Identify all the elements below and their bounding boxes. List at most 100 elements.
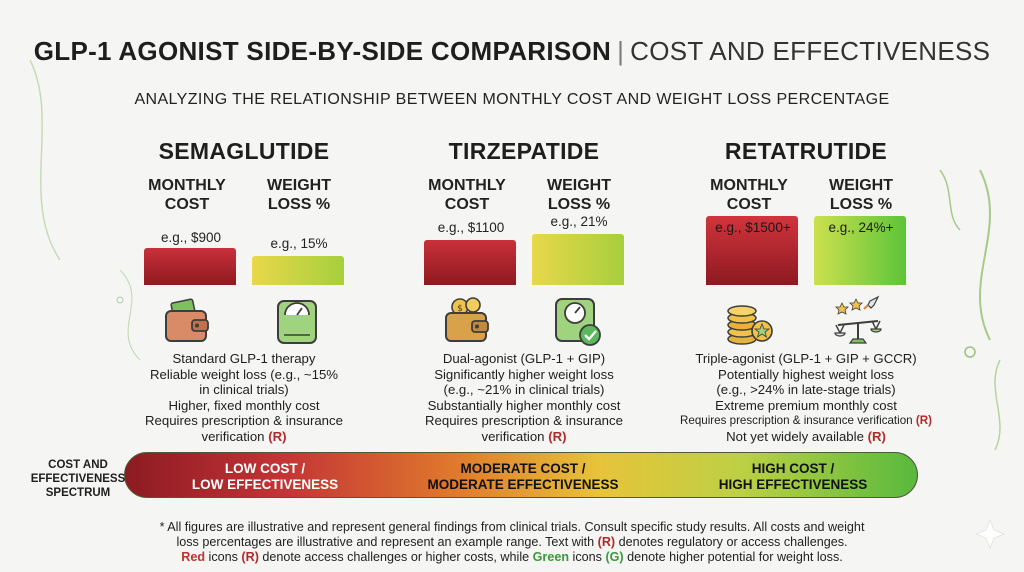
regulatory-flag: (R) bbox=[915, 414, 932, 427]
wallet-coins-icon: $ bbox=[445, 297, 489, 342]
cost-value-label: e.g., $900 bbox=[160, 230, 222, 245]
desc-line: Extreme premium monthly cost bbox=[715, 397, 897, 413]
scale-check-icon bbox=[555, 298, 601, 346]
weight-loss-header: WEIGHT LOSS % bbox=[524, 176, 634, 214]
desc-line: Standard GLP-1 therapy bbox=[172, 351, 316, 366]
spectrum-label: COST AND EFFECTIVENESS SPECTRUM bbox=[28, 458, 128, 500]
weight-loss-header: WEIGHT LOSS % bbox=[806, 176, 916, 214]
footnote-text: icons bbox=[569, 550, 606, 564]
wl-header-line: LOSS % bbox=[829, 196, 893, 213]
desc-text: Not yet widely available bbox=[726, 428, 864, 444]
drug-description: Triple-agonist (GLP-1 + GIP + GCCR) Pote… bbox=[646, 351, 966, 444]
desc-line: Triple-agonist (GLP-1 + GIP + GCCR) bbox=[695, 351, 917, 366]
weight-loss-bar bbox=[814, 216, 906, 285]
desc-line: (e.g., >24% in late-stage trials) bbox=[716, 382, 896, 397]
desc-text: Requires prescription & insurance verifi… bbox=[680, 414, 913, 427]
svg-text:$: $ bbox=[457, 304, 463, 314]
regulatory-flag: (R) bbox=[867, 428, 886, 444]
desc-line: in clinical trials) bbox=[199, 382, 289, 397]
drug-name: TIRZEPATIDE bbox=[448, 138, 600, 164]
footnote-red-word: Red bbox=[181, 550, 206, 564]
desc-line: Potentially highest weight loss bbox=[718, 366, 894, 382]
desc-line: (e.g., ~21% in clinical trials) bbox=[443, 382, 605, 397]
desc-line: Substantially higher monthly cost bbox=[427, 397, 621, 413]
weight-loss-bar bbox=[252, 256, 344, 285]
desc-line: Reliable weight loss (e.g., ~15% bbox=[149, 366, 339, 382]
scale-icon bbox=[277, 300, 317, 344]
footnote-line: * All figures are illustrative and repre… bbox=[159, 520, 865, 534]
cost-bar bbox=[706, 216, 798, 285]
coin-stack-icon bbox=[727, 305, 773, 345]
wl-header-line: LOSS % bbox=[547, 196, 611, 213]
spectrum-label-line: COST AND bbox=[48, 459, 108, 471]
spectrum-item-line: LOW COST / bbox=[224, 461, 306, 476]
footnote-line: loss percentages are illustrative and re… bbox=[100, 535, 924, 550]
desc-line: Requires prescription & insurance bbox=[425, 413, 623, 428]
desc-line: Dual-agonist (GLP-1 + GIP) bbox=[442, 351, 606, 366]
cost-header-line: COST bbox=[444, 196, 490, 213]
desc-line: Requires prescription & insurance bbox=[145, 413, 343, 428]
title-sub: COST AND EFFECTIVENESS bbox=[630, 36, 991, 66]
regulatory-flag: (R) bbox=[268, 428, 287, 444]
cost-header: MONTHLY COST bbox=[412, 176, 522, 214]
wl-header-line: WEIGHT bbox=[829, 177, 893, 194]
cost-header-line: MONTHLY bbox=[710, 177, 788, 194]
cost-header-line: MONTHLY bbox=[428, 177, 506, 194]
regulatory-flag: (R) bbox=[548, 428, 567, 444]
footnote-line: Red icons (R) denote access challenges o… bbox=[100, 550, 924, 565]
cost-header-line: COST bbox=[726, 196, 772, 213]
green-flag: (G) bbox=[605, 550, 624, 564]
wallet-icon bbox=[165, 298, 209, 342]
spectrum-item-line: MODERATE COST / bbox=[460, 461, 586, 476]
wl-header-line: WEIGHT bbox=[267, 177, 331, 194]
cost-bar bbox=[144, 248, 236, 285]
spectrum-item-line: MODERATE EFFECTIVENESS bbox=[427, 477, 619, 492]
wl-header-line: WEIGHT bbox=[547, 177, 611, 194]
desc-line: Not yet widely available (R) bbox=[646, 429, 966, 445]
drug-name: SEMAGLUTIDE bbox=[158, 138, 330, 164]
page-subtitle: ANALYZING THE RELATIONSHIP BETWEEN MONTH… bbox=[134, 91, 890, 108]
footnote-text: denotes regulatory or access challenges. bbox=[615, 535, 848, 549]
wl-header-line: LOSS % bbox=[267, 196, 331, 213]
footnote-text: icons bbox=[205, 550, 242, 564]
spectrum-item-line: HIGH EFFECTIVENESS bbox=[718, 477, 868, 492]
weight-loss-value-label: e.g., 21% bbox=[550, 214, 608, 229]
footnote-text: denote access challenges or higher costs… bbox=[258, 550, 533, 564]
spectrum-item-line: LOW EFFECTIVENESS bbox=[191, 477, 339, 492]
cost-bar bbox=[424, 240, 516, 285]
desc-line: Significantly higher weight loss bbox=[434, 366, 614, 382]
drug-description: Dual-agonist (GLP-1 + GIP) Significantly… bbox=[364, 351, 684, 444]
title-separator: | bbox=[617, 36, 625, 66]
cost-value-label: e.g., $1100 bbox=[437, 220, 505, 235]
spectrum-item-line: HIGH COST / bbox=[751, 461, 835, 476]
page-title: GLP-1 AGONIST SIDE-BY-SIDE COMPARISON | CO… bbox=[0, 36, 1024, 67]
desc-line: Higher, fixed monthly cost bbox=[168, 397, 320, 413]
desc-text: verification bbox=[481, 428, 545, 444]
weight-loss-header: WEIGHT LOSS % bbox=[244, 176, 354, 214]
cost-header-line: MONTHLY bbox=[148, 177, 226, 194]
footnote-green-word: Green bbox=[532, 550, 570, 564]
desc-text: verification bbox=[201, 428, 265, 444]
footnote-text: loss percentages are illustrative and re… bbox=[176, 535, 598, 549]
spectrum-item-low: LOW COST / LOW EFFECTIVENESS bbox=[145, 461, 385, 493]
cost-header: MONTHLY COST bbox=[694, 176, 804, 214]
spectrum-item-high: HIGH COST / HIGH EFFECTIVENESS bbox=[673, 461, 913, 493]
cost-header-line: COST bbox=[164, 196, 210, 213]
desc-line: Requires prescription & insurance verifi… bbox=[646, 413, 966, 429]
regulatory-flag: (R) bbox=[597, 535, 616, 549]
weight-loss-bar bbox=[532, 234, 624, 285]
spectrum-label-line: SPECTRUM bbox=[45, 487, 111, 499]
spectrum-item-moderate: MODERATE COST / MODERATE EFFECTIVENESS bbox=[403, 461, 643, 493]
balance-rocket-icon bbox=[834, 295, 882, 344]
desc-line: verification (R) bbox=[364, 429, 684, 445]
weight-loss-value-label: e.g., 24%+ bbox=[828, 220, 894, 235]
cost-effectiveness-spectrum-bar: LOW COST / LOW EFFECTIVENESS MODERATE CO… bbox=[124, 452, 918, 498]
footnote: * All figures are illustrative and repre… bbox=[100, 520, 924, 565]
spectrum-label-line: EFFECTIVENESS bbox=[30, 473, 126, 485]
drug-description: Standard GLP-1 therapy Reliable weight l… bbox=[84, 351, 404, 444]
footnote-text: denote higher potential for weight loss. bbox=[623, 550, 843, 564]
desc-line: verification (R) bbox=[84, 429, 404, 445]
drug-name: RETATRUTIDE bbox=[724, 138, 888, 164]
cost-value-label: e.g., $1500+ bbox=[715, 220, 791, 235]
